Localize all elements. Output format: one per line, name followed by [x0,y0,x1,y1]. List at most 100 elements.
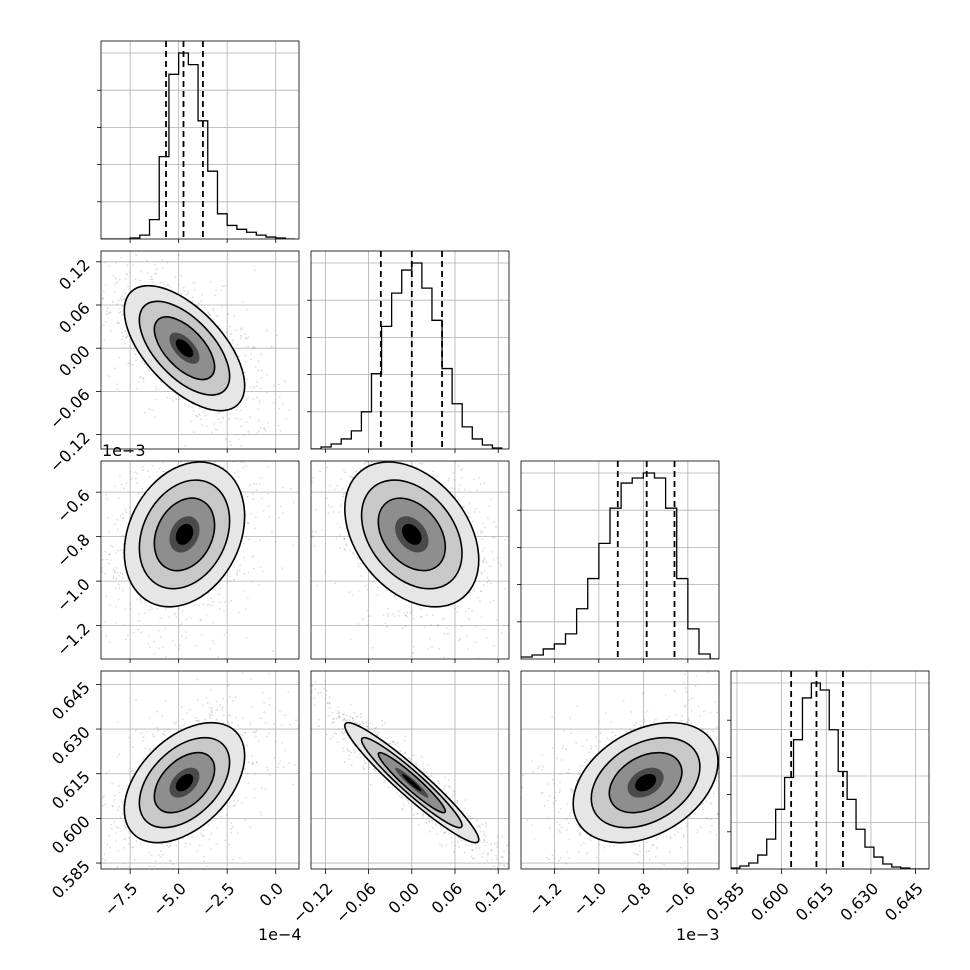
sample-point [237,417,240,420]
sample-point [199,300,202,303]
sample-point [403,433,405,435]
sample-point [339,547,342,550]
sample-point [302,706,304,708]
sample-point [460,667,462,669]
sample-point [213,294,216,297]
sample-point [260,497,263,500]
sample-point [371,581,374,584]
sample-point [452,478,455,481]
sample-point [229,580,232,583]
sample-point [393,595,396,598]
sample-point [396,439,398,441]
sample-point [341,731,343,734]
sample-point [578,832,581,835]
sample-point [484,844,486,847]
sample-point [443,617,446,620]
sample-point [356,715,359,718]
sample-point [124,342,126,345]
sample-point [217,412,220,415]
sample-point [348,591,351,594]
sample-point [101,567,103,569]
sample-point [543,804,546,807]
sample-point [142,378,145,381]
sample-point [503,850,505,853]
sample-point [233,804,236,807]
sample-point [260,427,262,429]
sample-point [259,717,262,720]
sample-point [206,702,209,704]
sample-point [115,552,118,555]
sample-point [237,793,240,795]
sample-point [643,720,646,723]
sample-point [97,754,99,756]
sample-point [348,757,350,760]
sample-point [121,573,124,576]
sample-point [338,711,341,714]
sample-point [478,511,481,514]
sample-point [343,717,346,720]
sample-point [347,423,349,425]
sample-point [493,536,496,538]
sample-point [135,425,137,427]
sample-point [238,611,240,614]
sample-point [245,337,247,339]
sample-point [396,792,399,795]
sample-point [124,638,127,641]
sample-point [352,717,354,720]
sample-point [118,278,121,281]
sample-point [181,609,184,612]
sample-point [215,843,218,846]
sample-point [94,306,96,308]
panel-frame [310,460,510,660]
sample-point [478,825,480,827]
sample-point [471,817,474,820]
sample-point [482,852,485,855]
sample-point [753,781,755,783]
sample-point [162,733,165,735]
sample-point [98,503,100,505]
sample-point [486,637,488,639]
sample-point [331,711,334,714]
sample-point [456,605,459,608]
sample-point [183,606,186,608]
sample-point [482,831,485,833]
sample-point [468,618,471,620]
sample-point [466,634,469,637]
sample-point [115,277,117,280]
sample-point [119,816,122,819]
sample-point [185,618,188,621]
sample-point [148,369,150,372]
sample-point [481,522,484,525]
sample-point [437,780,439,783]
sample-point [436,625,439,627]
sample-point [272,650,275,653]
sample-point [127,842,130,845]
sample-point [328,706,331,709]
sample-point [258,399,261,402]
sample-point [307,678,309,680]
sample-point [387,615,389,618]
sample-point [96,585,98,587]
sample-point [107,531,110,534]
sample-point [287,686,289,688]
sample-point [11,223,13,225]
sample-point [328,701,331,704]
sample-point [343,538,346,541]
sample-point [632,724,635,727]
sample-point [137,873,139,875]
sample-point [200,618,202,621]
sample-point [453,793,456,796]
sample-point [211,713,214,716]
sample-point [344,471,347,474]
sample-point [203,860,205,863]
sample-point [547,782,550,785]
sample-point [336,741,339,744]
sample-point [195,645,198,648]
sample-point [345,714,348,717]
sample-point [475,625,478,628]
sample-point [475,508,478,510]
sample-point [355,715,358,718]
sample-point [342,495,344,498]
sample-point [362,618,364,621]
sample-point [359,723,361,726]
